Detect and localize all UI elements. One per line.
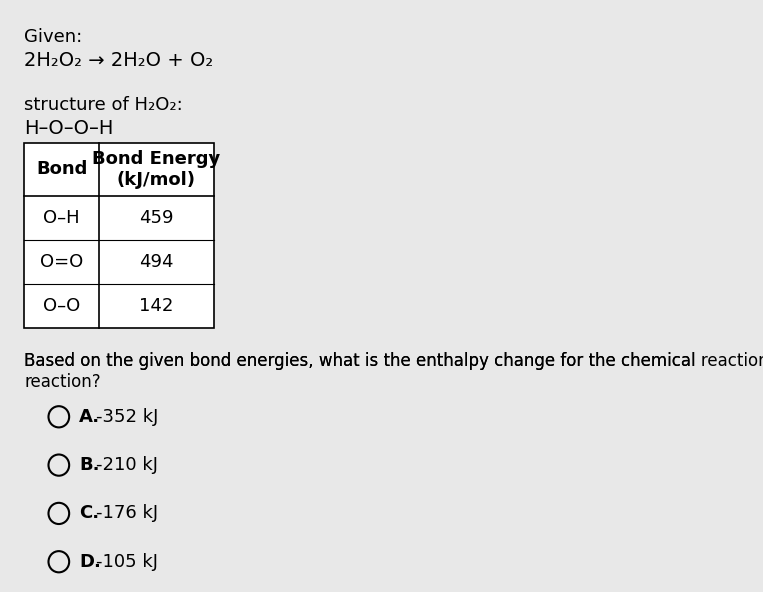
Text: A.: A.	[79, 408, 100, 426]
Text: O–H: O–H	[43, 209, 80, 227]
Text: 459: 459	[139, 209, 174, 227]
Text: 2H₂O₂ → 2H₂O + O₂: 2H₂O₂ → 2H₂O + O₂	[24, 52, 214, 70]
Text: H–O–O–H: H–O–O–H	[24, 119, 114, 139]
Text: Based on the given bond energies, what is the enthalpy change for the chemical r: Based on the given bond energies, what i…	[24, 352, 696, 391]
Text: C.: C.	[79, 504, 99, 522]
Text: O–O: O–O	[43, 297, 80, 316]
Text: O=O: O=O	[40, 253, 83, 271]
Text: 494: 494	[139, 253, 174, 271]
Text: -105 kJ: -105 kJ	[96, 553, 158, 571]
Text: D.: D.	[79, 553, 101, 571]
Text: Given:: Given:	[24, 28, 82, 46]
Text: Bond Energy
(kJ/mol): Bond Energy (kJ/mol)	[92, 150, 221, 189]
Text: Bond: Bond	[36, 160, 88, 178]
Text: -210 kJ: -210 kJ	[96, 456, 158, 474]
FancyBboxPatch shape	[24, 143, 214, 329]
Text: B.: B.	[79, 456, 99, 474]
Text: Based on the given bond energies, what is the enthalpy change for the chemical r: Based on the given bond energies, what i…	[24, 352, 763, 370]
Text: -352 kJ: -352 kJ	[96, 408, 159, 426]
Text: 142: 142	[140, 297, 174, 316]
Text: structure of H₂O₂:: structure of H₂O₂:	[24, 96, 183, 114]
Text: -176 kJ: -176 kJ	[96, 504, 158, 522]
